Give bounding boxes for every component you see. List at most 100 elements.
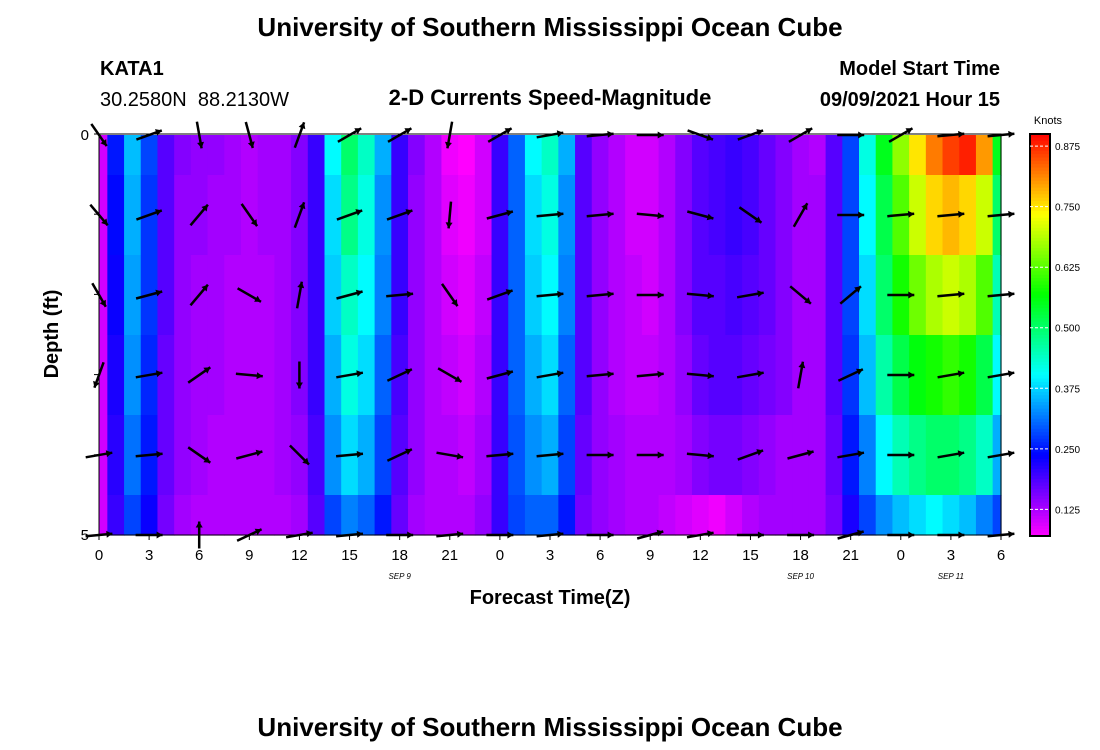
heatmap-cell xyxy=(408,415,426,496)
heatmap-cell xyxy=(458,135,476,176)
current-vector xyxy=(336,209,363,221)
colorbar-swatch xyxy=(1030,244,1050,249)
heatmap-cell xyxy=(575,415,593,496)
current-vector xyxy=(235,372,263,380)
heatmap-cell xyxy=(641,135,660,176)
footer-title: University of Southern Mississippi Ocean… xyxy=(257,712,842,742)
current-vector xyxy=(437,367,463,383)
heatmap-cell xyxy=(975,135,994,176)
heatmap-cell xyxy=(474,335,493,416)
heatmap-cell xyxy=(959,135,977,176)
y-tick-label: 0 xyxy=(81,127,89,144)
heatmap-cell xyxy=(625,135,643,176)
colorbar-swatch xyxy=(1030,525,1050,530)
heatmap-cell xyxy=(107,335,125,416)
heatmap-cell xyxy=(307,175,326,256)
colorbar-swatch xyxy=(1030,335,1050,339)
colorbar-swatch xyxy=(1030,241,1050,246)
heatmap-cell xyxy=(975,495,994,536)
heatmap-cell xyxy=(524,495,543,536)
heatmap-cell xyxy=(174,255,192,336)
heatmap-cell xyxy=(909,495,927,536)
model-start-label: Model Start Time xyxy=(839,58,1000,80)
heatmap-cell xyxy=(808,135,827,176)
heatmap-cell xyxy=(708,135,726,176)
colorbar: 0.125 0.250 0.375 0.500 0.625 0.750 0.875 xyxy=(1029,133,1080,537)
colorbar-swatch xyxy=(1030,408,1050,413)
current-vector xyxy=(536,450,564,458)
x-tick-label: 21 xyxy=(842,547,859,564)
heatmap-cell xyxy=(992,135,1002,176)
heatmap-cell xyxy=(474,255,493,336)
current-vector xyxy=(736,290,764,299)
heatmap-cell xyxy=(591,135,610,176)
heatmap-cell xyxy=(124,335,142,416)
heatmap-cell xyxy=(875,255,894,336)
colorbar-swatch xyxy=(1030,469,1050,473)
heatmap-cell xyxy=(224,495,242,536)
colorbar-swatch xyxy=(1030,147,1050,152)
colorbar-swatch xyxy=(1030,321,1050,326)
heatmap-cell xyxy=(859,255,877,336)
heatmap-cell xyxy=(257,415,275,496)
heatmap-cell xyxy=(99,135,108,176)
heatmap-cell xyxy=(458,255,476,336)
x-tick-label: 3 xyxy=(145,547,153,564)
heatmap-cell xyxy=(792,135,810,176)
heatmap-cell xyxy=(224,175,242,256)
colorbar-swatch xyxy=(1030,422,1050,427)
heatmap-cell xyxy=(708,335,726,416)
heatmap-cell xyxy=(307,255,326,336)
current-vector xyxy=(636,370,664,378)
x-tick-label: 0 xyxy=(95,547,103,564)
current-vector xyxy=(686,210,714,221)
heatmap-cell xyxy=(357,335,376,416)
heatmap-cell xyxy=(608,175,626,256)
colorbar-swatch xyxy=(1030,435,1050,440)
heatmap-cell xyxy=(808,495,827,536)
heatmap-cell xyxy=(625,175,643,256)
colorbar-swatch xyxy=(1030,324,1050,329)
colorbar-swatch xyxy=(1030,418,1050,423)
heatmap-cell xyxy=(775,335,793,416)
colorbar-swatch xyxy=(1030,137,1050,142)
colorbar-swatch xyxy=(1030,465,1050,470)
x-tick-label: 21 xyxy=(441,547,458,564)
heatmap-cell xyxy=(925,135,944,176)
current-vector xyxy=(440,283,459,307)
colorbar-swatch xyxy=(1030,509,1050,514)
heatmap-cell xyxy=(591,495,610,536)
colorbar-swatch xyxy=(1030,281,1050,286)
current-vector xyxy=(796,361,806,389)
heatmap-cell xyxy=(224,335,242,416)
current-vector xyxy=(636,212,664,220)
heatmap-cell xyxy=(491,495,509,536)
current-vector xyxy=(336,289,363,300)
colorbar-swatch xyxy=(1030,385,1050,390)
heatmap-cell xyxy=(658,495,676,536)
heatmap-cell xyxy=(575,255,593,336)
chart-title: University of Southern Mississippi Ocean… xyxy=(257,12,842,42)
heatmap-cell xyxy=(575,135,593,176)
heatmap-cell xyxy=(408,335,426,416)
colorbar-swatch xyxy=(1030,288,1050,293)
heatmap-cell xyxy=(124,135,142,176)
current-vector xyxy=(293,201,306,229)
colorbar-swatch xyxy=(1030,301,1050,306)
heatmap-cell xyxy=(742,495,760,536)
colorbar-swatch xyxy=(1030,214,1050,219)
heatmap-cell xyxy=(842,495,860,536)
current-vector xyxy=(937,210,965,218)
heatmap-cell xyxy=(691,495,710,536)
colorbar-swatch xyxy=(1030,167,1050,172)
heatmap-cell xyxy=(942,135,960,176)
heatmap-cell xyxy=(99,495,108,536)
heatmap-cell xyxy=(274,415,292,496)
colorbar-swatch xyxy=(1030,268,1050,272)
heatmap-cell xyxy=(257,135,275,176)
colorbar-swatch xyxy=(1030,505,1050,510)
colorbar-swatch xyxy=(1030,522,1050,527)
current-vector xyxy=(195,121,204,149)
heatmap-cell xyxy=(357,255,376,336)
heatmap-cell xyxy=(474,495,493,536)
